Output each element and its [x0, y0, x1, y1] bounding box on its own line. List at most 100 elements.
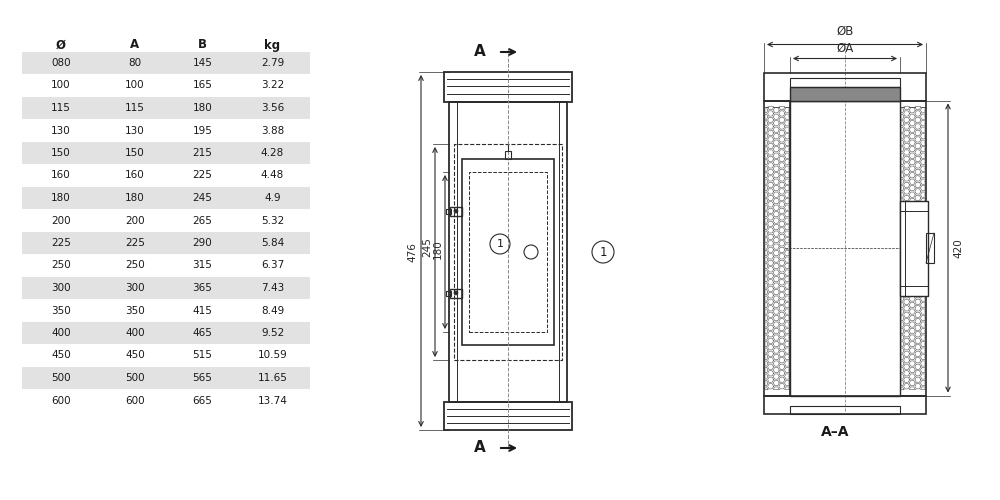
Bar	[450, 207, 462, 216]
Text: 215: 215	[193, 148, 212, 158]
Text: 80: 80	[128, 58, 142, 68]
Text: 400: 400	[51, 328, 71, 338]
Text: 180: 180	[193, 103, 212, 113]
Text: 145: 145	[193, 58, 212, 68]
Text: 6.37: 6.37	[261, 260, 284, 270]
Text: 225: 225	[125, 238, 145, 248]
Text: 13.74: 13.74	[258, 396, 287, 406]
Text: 500: 500	[125, 373, 145, 383]
Text: 7.43: 7.43	[261, 283, 284, 293]
Text: 515: 515	[193, 350, 212, 360]
Text: 350: 350	[51, 306, 71, 316]
Text: 11.65: 11.65	[258, 373, 287, 383]
Text: 4.28: 4.28	[261, 148, 284, 158]
Text: 225: 225	[51, 238, 71, 248]
Text: 165: 165	[193, 80, 212, 90]
Text: 3.56: 3.56	[261, 103, 284, 113]
Bar	[22, 367, 310, 389]
Text: 400: 400	[125, 328, 145, 338]
Bar	[446, 209, 451, 214]
Text: 450: 450	[51, 350, 71, 360]
Text: 10.59: 10.59	[258, 350, 287, 360]
Text: 1: 1	[599, 246, 607, 258]
Text: 4.9: 4.9	[264, 193, 281, 203]
Text: 245: 245	[422, 237, 432, 257]
Text: 3.88: 3.88	[261, 126, 284, 136]
Text: A: A	[130, 38, 140, 52]
Text: 465: 465	[193, 328, 212, 338]
Text: 8.49: 8.49	[261, 306, 284, 316]
Text: 315: 315	[193, 260, 212, 270]
Text: kg: kg	[264, 38, 281, 52]
Text: 9.52: 9.52	[261, 328, 284, 338]
Bar	[450, 289, 462, 298]
Bar	[462, 159, 554, 345]
Text: 5.32: 5.32	[261, 216, 284, 226]
Text: A: A	[474, 44, 486, 60]
Text: 180: 180	[433, 239, 443, 259]
Text: 150: 150	[125, 148, 145, 158]
Text: 4.48: 4.48	[261, 170, 284, 180]
Bar	[764, 72, 926, 101]
Bar	[444, 72, 572, 102]
Bar	[900, 100, 926, 396]
Bar	[790, 86, 900, 101]
Text: A: A	[474, 440, 486, 456]
Text: 100: 100	[125, 80, 145, 90]
Text: 160: 160	[51, 170, 71, 180]
Text: 115: 115	[51, 103, 71, 113]
Bar	[22, 232, 310, 254]
Text: 150: 150	[51, 148, 71, 158]
Bar	[22, 277, 310, 299]
Text: 3.22: 3.22	[261, 80, 284, 90]
Text: 180: 180	[125, 193, 145, 203]
Text: 265: 265	[193, 216, 212, 226]
Text: 245: 245	[193, 193, 212, 203]
Bar	[449, 102, 567, 402]
Text: A–A: A–A	[821, 424, 849, 438]
Text: 600: 600	[51, 396, 71, 406]
Text: 476: 476	[407, 242, 417, 262]
Bar	[790, 406, 900, 414]
Text: 5.84: 5.84	[261, 238, 284, 248]
Bar	[764, 100, 790, 396]
Bar	[22, 97, 310, 119]
Text: 130: 130	[125, 126, 145, 136]
Text: ØB: ØB	[836, 24, 854, 38]
Text: 225: 225	[193, 170, 212, 180]
Text: B: B	[198, 38, 207, 52]
Text: 180: 180	[51, 193, 71, 203]
Text: 250: 250	[125, 260, 145, 270]
Circle shape	[454, 209, 458, 213]
Bar	[790, 78, 900, 86]
Text: ØA: ØA	[836, 42, 854, 54]
Text: 420: 420	[953, 238, 963, 258]
Text: 500: 500	[51, 373, 71, 383]
Bar	[22, 322, 310, 344]
Text: 290: 290	[193, 238, 212, 248]
Text: 195: 195	[193, 126, 212, 136]
Bar	[22, 142, 310, 164]
Text: 565: 565	[193, 373, 212, 383]
Bar	[900, 200, 928, 296]
Bar	[926, 233, 934, 263]
Bar	[764, 396, 926, 413]
Text: Ø: Ø	[56, 38, 66, 52]
Text: 160: 160	[125, 170, 145, 180]
Text: 300: 300	[51, 283, 71, 293]
Text: 450: 450	[125, 350, 145, 360]
Text: 600: 600	[125, 396, 145, 406]
Bar	[505, 151, 511, 159]
Bar	[446, 291, 451, 296]
Text: 300: 300	[125, 283, 145, 293]
Text: 2.79: 2.79	[261, 58, 284, 68]
Text: 250: 250	[51, 260, 71, 270]
Text: 100: 100	[51, 80, 71, 90]
Text: 350: 350	[125, 306, 145, 316]
Text: 115: 115	[125, 103, 145, 113]
Text: 1: 1	[496, 239, 504, 249]
Bar	[790, 100, 900, 396]
Bar	[22, 186, 310, 209]
Bar	[444, 402, 572, 430]
Text: 200: 200	[51, 216, 71, 226]
